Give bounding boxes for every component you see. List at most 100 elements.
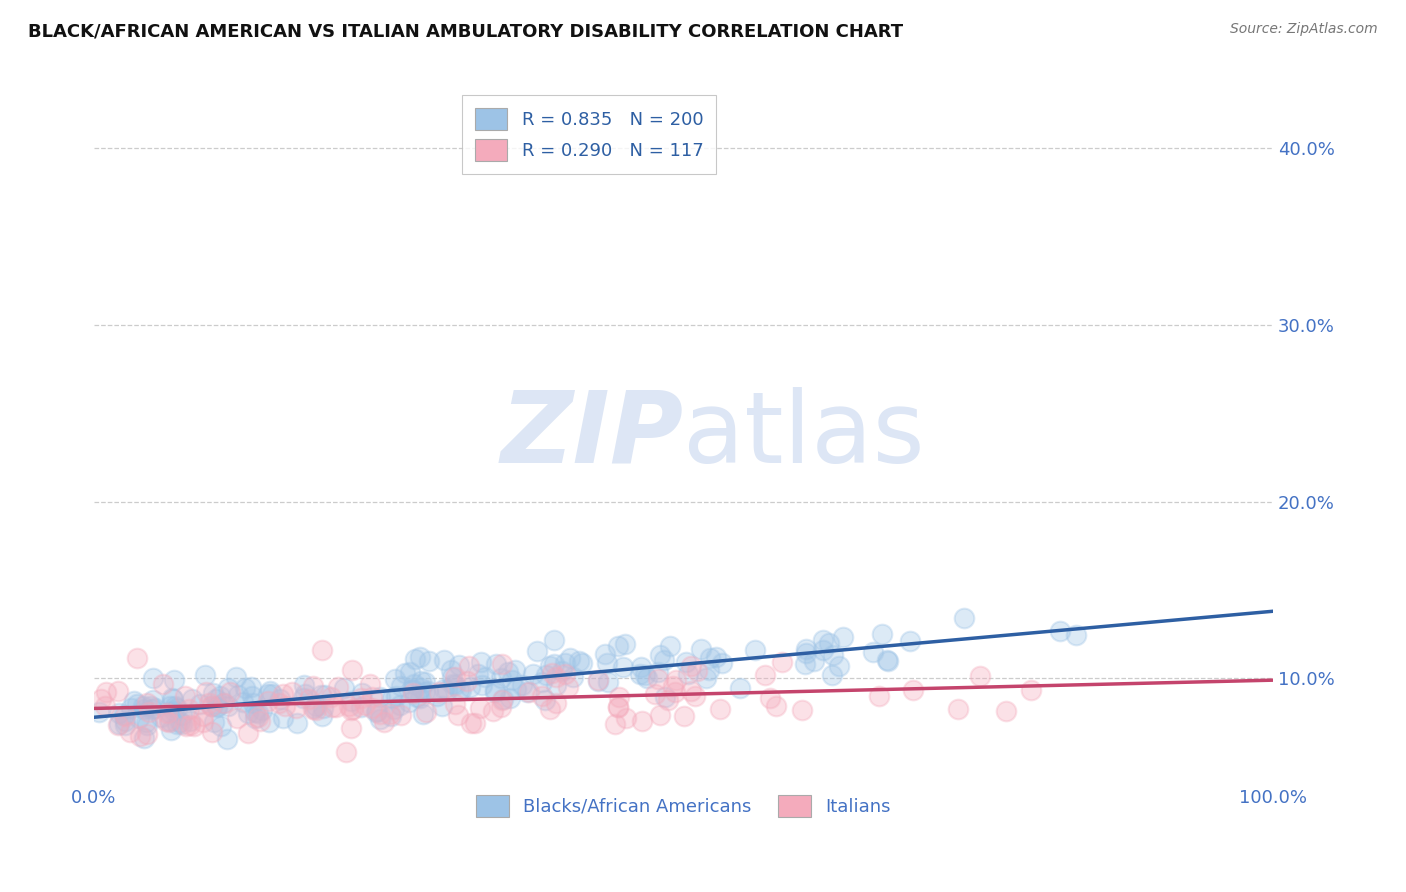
Point bbox=[314, 688, 336, 702]
Point bbox=[212, 697, 235, 711]
Point bbox=[598, 674, 620, 689]
Point bbox=[820, 668, 842, 682]
Point bbox=[551, 664, 574, 678]
Point bbox=[157, 715, 180, 730]
Point bbox=[242, 696, 264, 710]
Point bbox=[427, 685, 450, 699]
Point bbox=[1064, 627, 1087, 641]
Point bbox=[877, 654, 900, 668]
Point bbox=[440, 670, 463, 684]
Point bbox=[394, 666, 416, 681]
Point bbox=[384, 689, 406, 703]
Point bbox=[326, 680, 349, 694]
Point bbox=[533, 692, 555, 706]
Point bbox=[159, 698, 181, 713]
Point bbox=[332, 681, 354, 695]
Point bbox=[340, 663, 363, 677]
Point bbox=[134, 714, 156, 729]
Point bbox=[381, 690, 404, 705]
Point bbox=[630, 660, 652, 674]
Point bbox=[457, 659, 479, 673]
Point bbox=[607, 690, 630, 704]
Point bbox=[811, 642, 834, 657]
Point bbox=[586, 673, 609, 688]
Point bbox=[391, 708, 413, 723]
Point bbox=[274, 699, 297, 714]
Text: Source: ZipAtlas.com: Source: ZipAtlas.com bbox=[1230, 22, 1378, 37]
Point bbox=[201, 725, 224, 739]
Point bbox=[796, 646, 818, 660]
Point bbox=[236, 706, 259, 720]
Point bbox=[491, 693, 513, 707]
Point bbox=[408, 691, 430, 706]
Point bbox=[409, 649, 432, 664]
Point bbox=[484, 685, 506, 699]
Point bbox=[212, 696, 235, 710]
Point bbox=[441, 677, 464, 691]
Point bbox=[302, 680, 325, 694]
Point bbox=[704, 649, 727, 664]
Point bbox=[312, 700, 335, 714]
Point bbox=[193, 714, 215, 729]
Point bbox=[543, 657, 565, 671]
Point bbox=[368, 706, 391, 721]
Point bbox=[794, 641, 817, 656]
Point bbox=[444, 669, 467, 683]
Point bbox=[246, 710, 269, 724]
Point bbox=[156, 706, 179, 720]
Point bbox=[554, 656, 576, 670]
Point bbox=[292, 691, 315, 706]
Point bbox=[603, 717, 626, 731]
Point bbox=[607, 699, 630, 714]
Point bbox=[517, 684, 540, 698]
Point bbox=[159, 723, 181, 738]
Point bbox=[142, 671, 165, 685]
Point bbox=[474, 670, 496, 684]
Point bbox=[456, 674, 478, 689]
Point bbox=[538, 702, 561, 716]
Point bbox=[728, 681, 751, 696]
Point bbox=[188, 697, 211, 711]
Point bbox=[664, 685, 686, 699]
Point bbox=[467, 667, 489, 681]
Point bbox=[612, 659, 634, 673]
Point bbox=[361, 690, 384, 704]
Point bbox=[614, 710, 637, 724]
Point bbox=[368, 712, 391, 726]
Point bbox=[460, 716, 482, 731]
Point bbox=[215, 731, 238, 746]
Point bbox=[416, 684, 439, 698]
Point bbox=[366, 704, 388, 718]
Point bbox=[373, 714, 395, 729]
Point bbox=[340, 694, 363, 708]
Point bbox=[1049, 624, 1071, 638]
Point bbox=[538, 659, 561, 673]
Point bbox=[657, 693, 679, 707]
Point bbox=[205, 700, 228, 714]
Point bbox=[413, 675, 436, 690]
Point bbox=[217, 681, 239, 695]
Point bbox=[505, 681, 527, 696]
Point bbox=[243, 711, 266, 725]
Point bbox=[673, 709, 696, 723]
Point bbox=[350, 700, 373, 714]
Point bbox=[413, 685, 436, 699]
Point bbox=[449, 658, 471, 673]
Point bbox=[699, 651, 721, 665]
Point bbox=[447, 707, 470, 722]
Point bbox=[868, 689, 890, 703]
Point bbox=[647, 672, 669, 686]
Point bbox=[607, 639, 630, 653]
Point bbox=[546, 678, 568, 692]
Point bbox=[108, 706, 131, 721]
Point bbox=[150, 710, 173, 724]
Point bbox=[201, 699, 224, 714]
Point bbox=[183, 719, 205, 733]
Point bbox=[159, 714, 181, 728]
Point bbox=[759, 690, 782, 705]
Point bbox=[380, 709, 402, 723]
Point bbox=[364, 705, 387, 719]
Point bbox=[218, 684, 240, 698]
Point bbox=[744, 642, 766, 657]
Point bbox=[994, 705, 1017, 719]
